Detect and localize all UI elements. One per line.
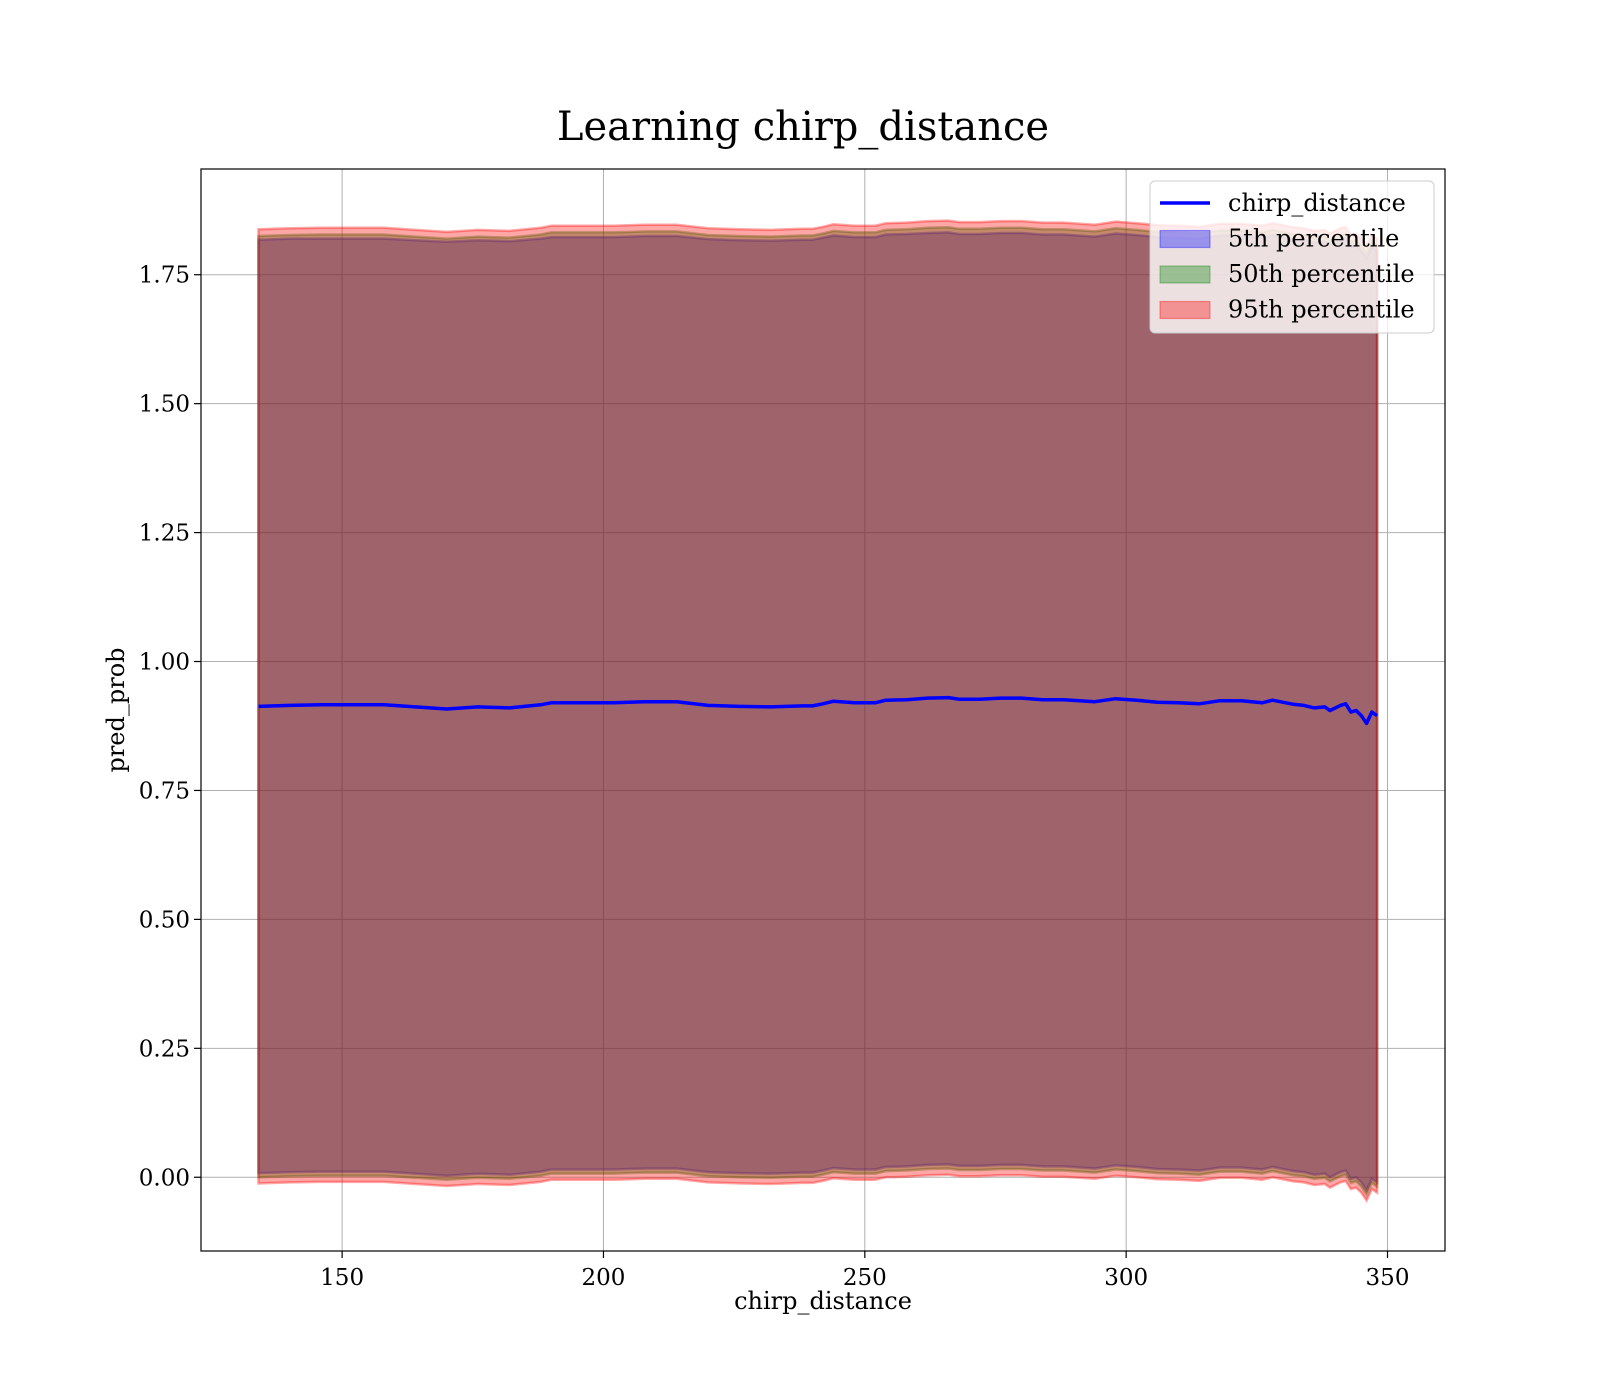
chart-title: Learning chirp_distance xyxy=(557,104,1049,150)
legend-label: 50th percentile xyxy=(1228,260,1415,288)
y-tick-label: 0.75 xyxy=(139,778,190,804)
y-tick-label: 1.00 xyxy=(139,650,190,676)
x-axis-label: chirp_distance xyxy=(734,1287,912,1315)
x-tick-label: 200 xyxy=(582,1265,626,1291)
band-5th-percentile xyxy=(257,231,1379,1193)
y-axis-label: pred_prob xyxy=(102,647,130,772)
y-tick-label: 1.75 xyxy=(139,263,190,289)
legend-label: 5th percentile xyxy=(1228,225,1399,253)
series-line-chirp_distance xyxy=(258,695,1379,726)
band-50th-percentile xyxy=(257,226,1379,1197)
plot-frame xyxy=(200,168,1446,1252)
plot-area xyxy=(201,169,1445,1251)
x-tick-label: 300 xyxy=(1104,1265,1148,1291)
grid xyxy=(201,169,1445,1251)
y-axis: 0.00 0.25 0.50 0.75 1.00 1.25 1.50 1.75 xyxy=(139,263,201,1191)
plot-background xyxy=(201,169,1445,1251)
x-tick-label: 350 xyxy=(1366,1265,1410,1291)
band-95th-percentile xyxy=(257,219,1379,1204)
legend-box xyxy=(1149,180,1435,334)
y-tick-label: 1.50 xyxy=(139,392,190,418)
y-tick-label: 1.25 xyxy=(139,521,190,547)
legend-patch-swatch xyxy=(1159,265,1211,284)
legend-label: 95th percentile xyxy=(1228,296,1415,324)
legend: chirp_distance 5th percentile 50th percent… xyxy=(1149,180,1435,334)
legend-patch-swatch xyxy=(1159,229,1211,249)
legend-label: chirp_distance xyxy=(1228,189,1406,217)
y-tick-label: 0.25 xyxy=(139,1036,190,1062)
y-tick-label: 0.50 xyxy=(139,907,190,933)
x-tick-label: 250 xyxy=(843,1265,887,1291)
x-axis: 150 200 250 300 350 xyxy=(320,1251,1409,1291)
percentile-bands xyxy=(257,219,1379,1204)
series-lines xyxy=(258,695,1379,726)
x-tick-label: 150 xyxy=(320,1265,364,1291)
legend-patch-swatch xyxy=(1159,300,1211,320)
y-tick-label: 0.00 xyxy=(139,1165,190,1191)
